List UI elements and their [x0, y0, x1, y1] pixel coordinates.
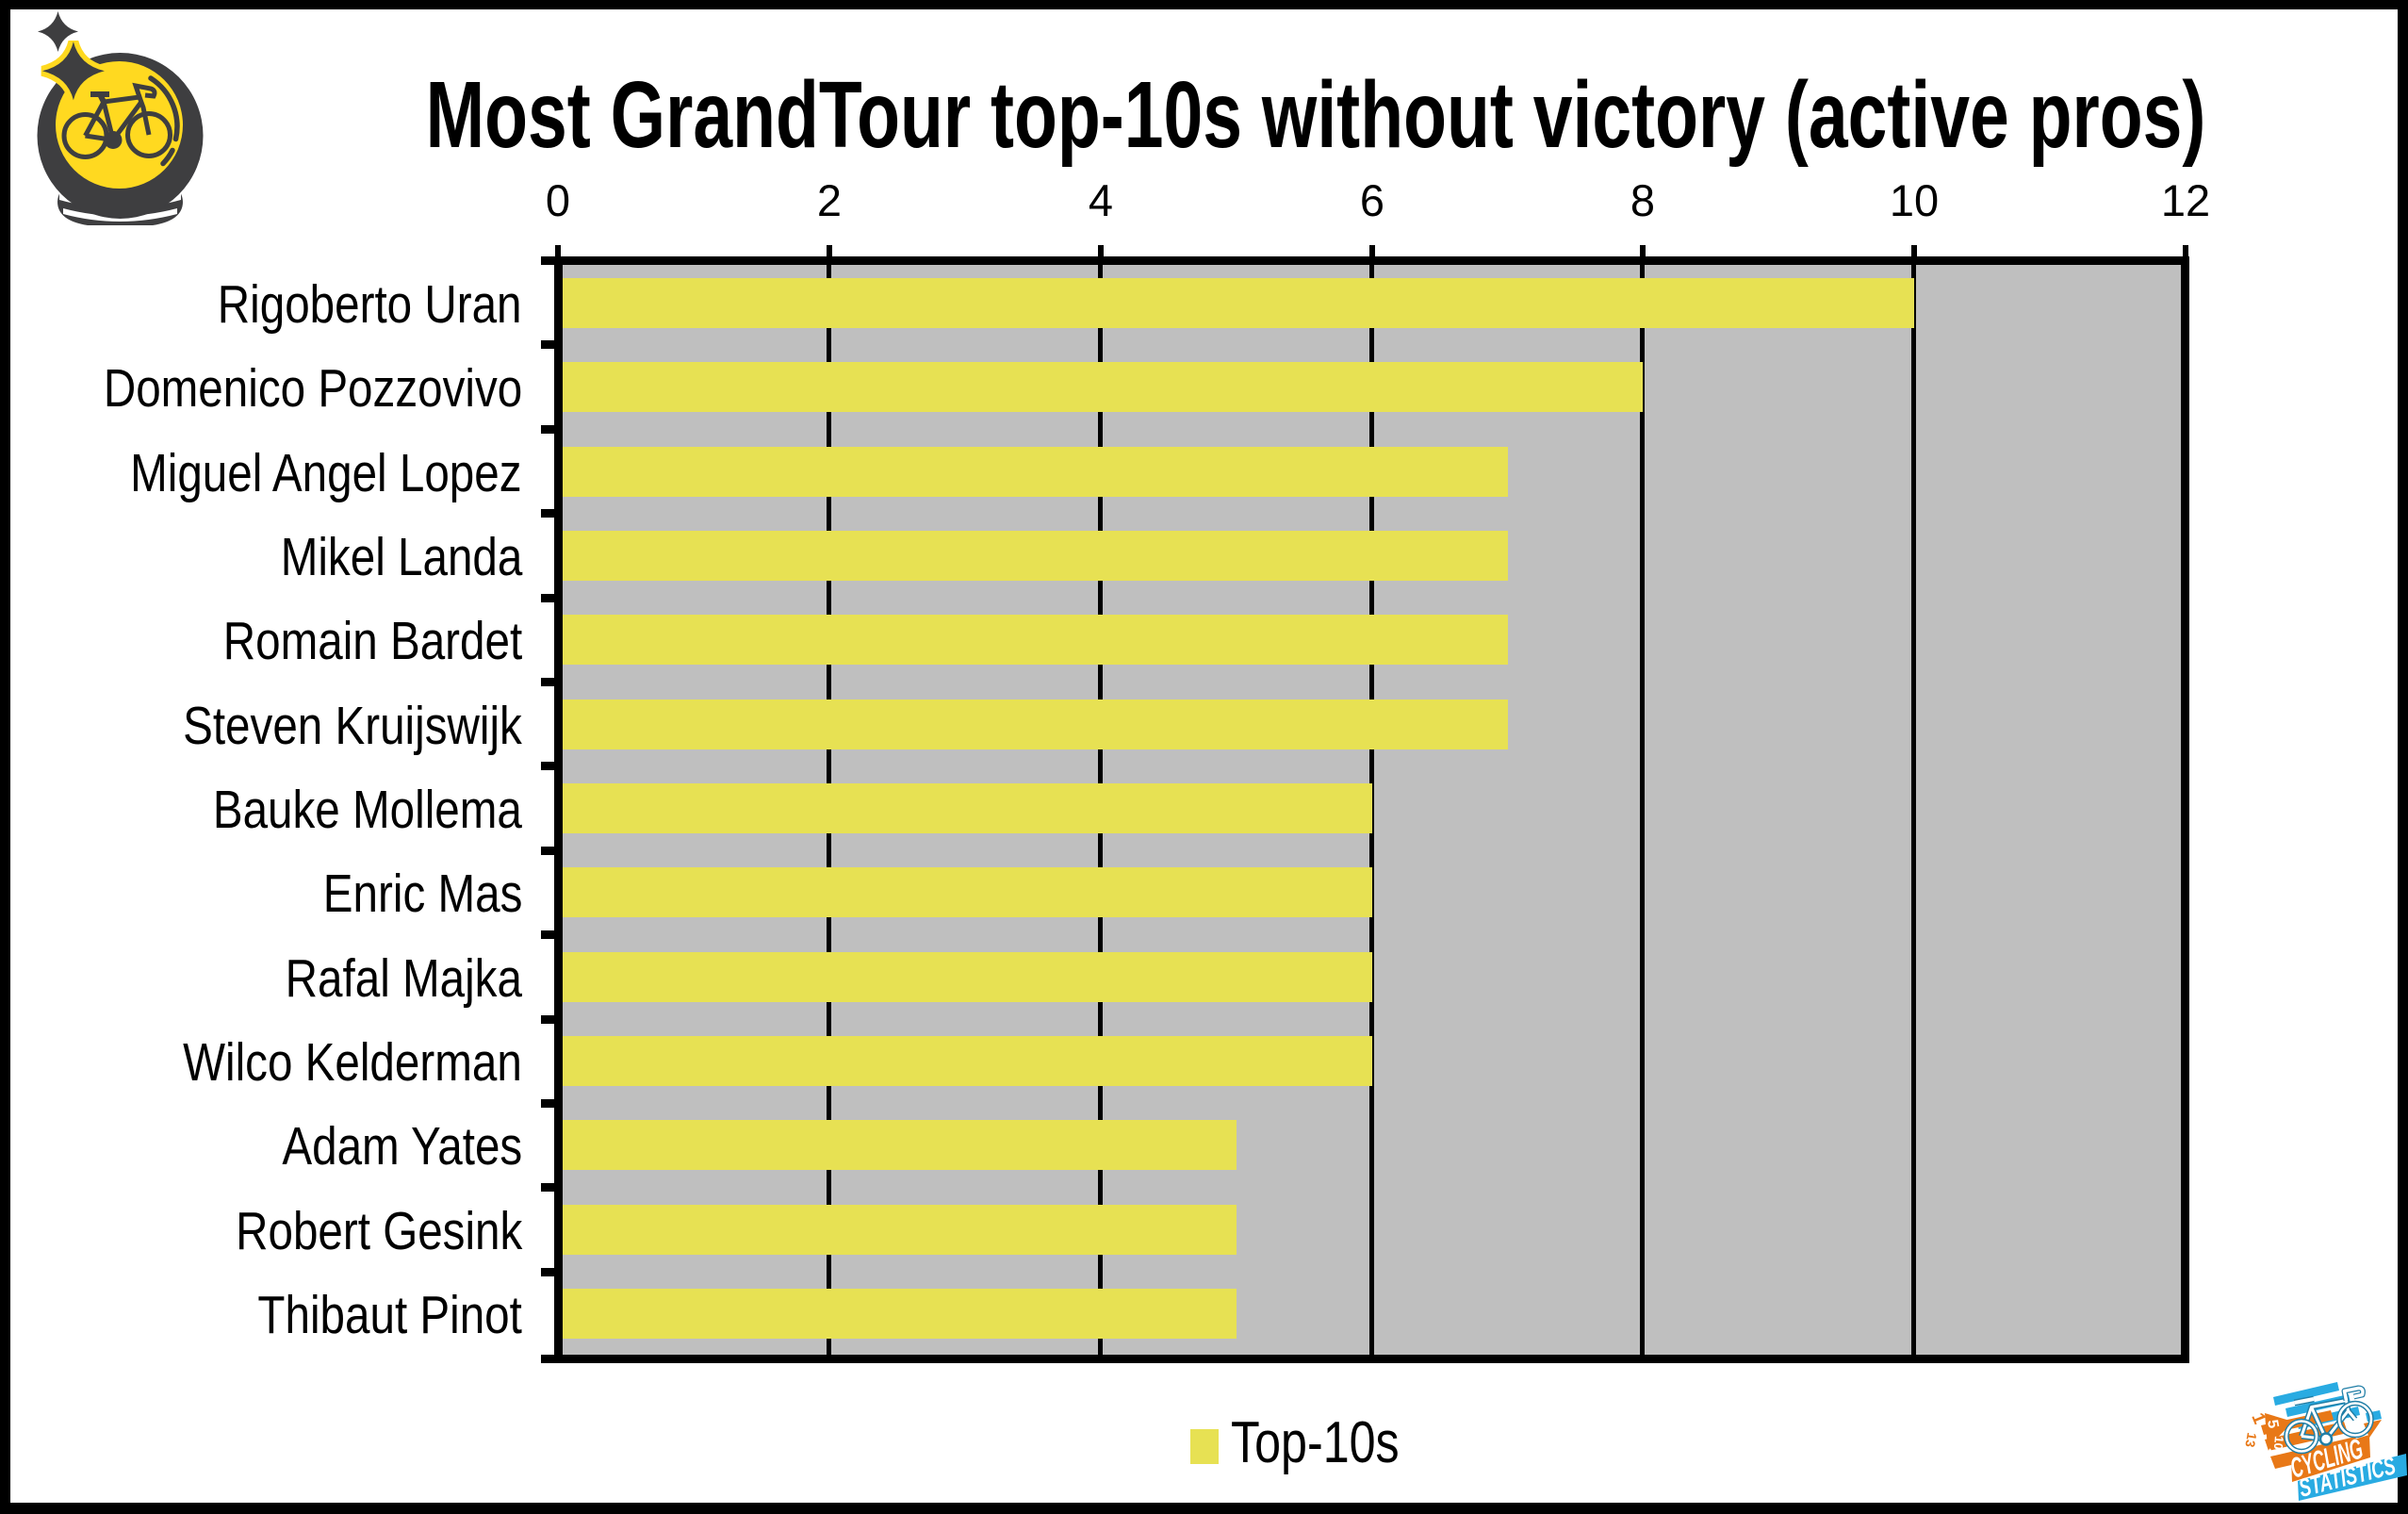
svg-text:5: 5 [2264, 1419, 2281, 1430]
svg-text:10: 10 [2271, 1436, 2286, 1451]
svg-text:13: 13 [2242, 1431, 2259, 1448]
